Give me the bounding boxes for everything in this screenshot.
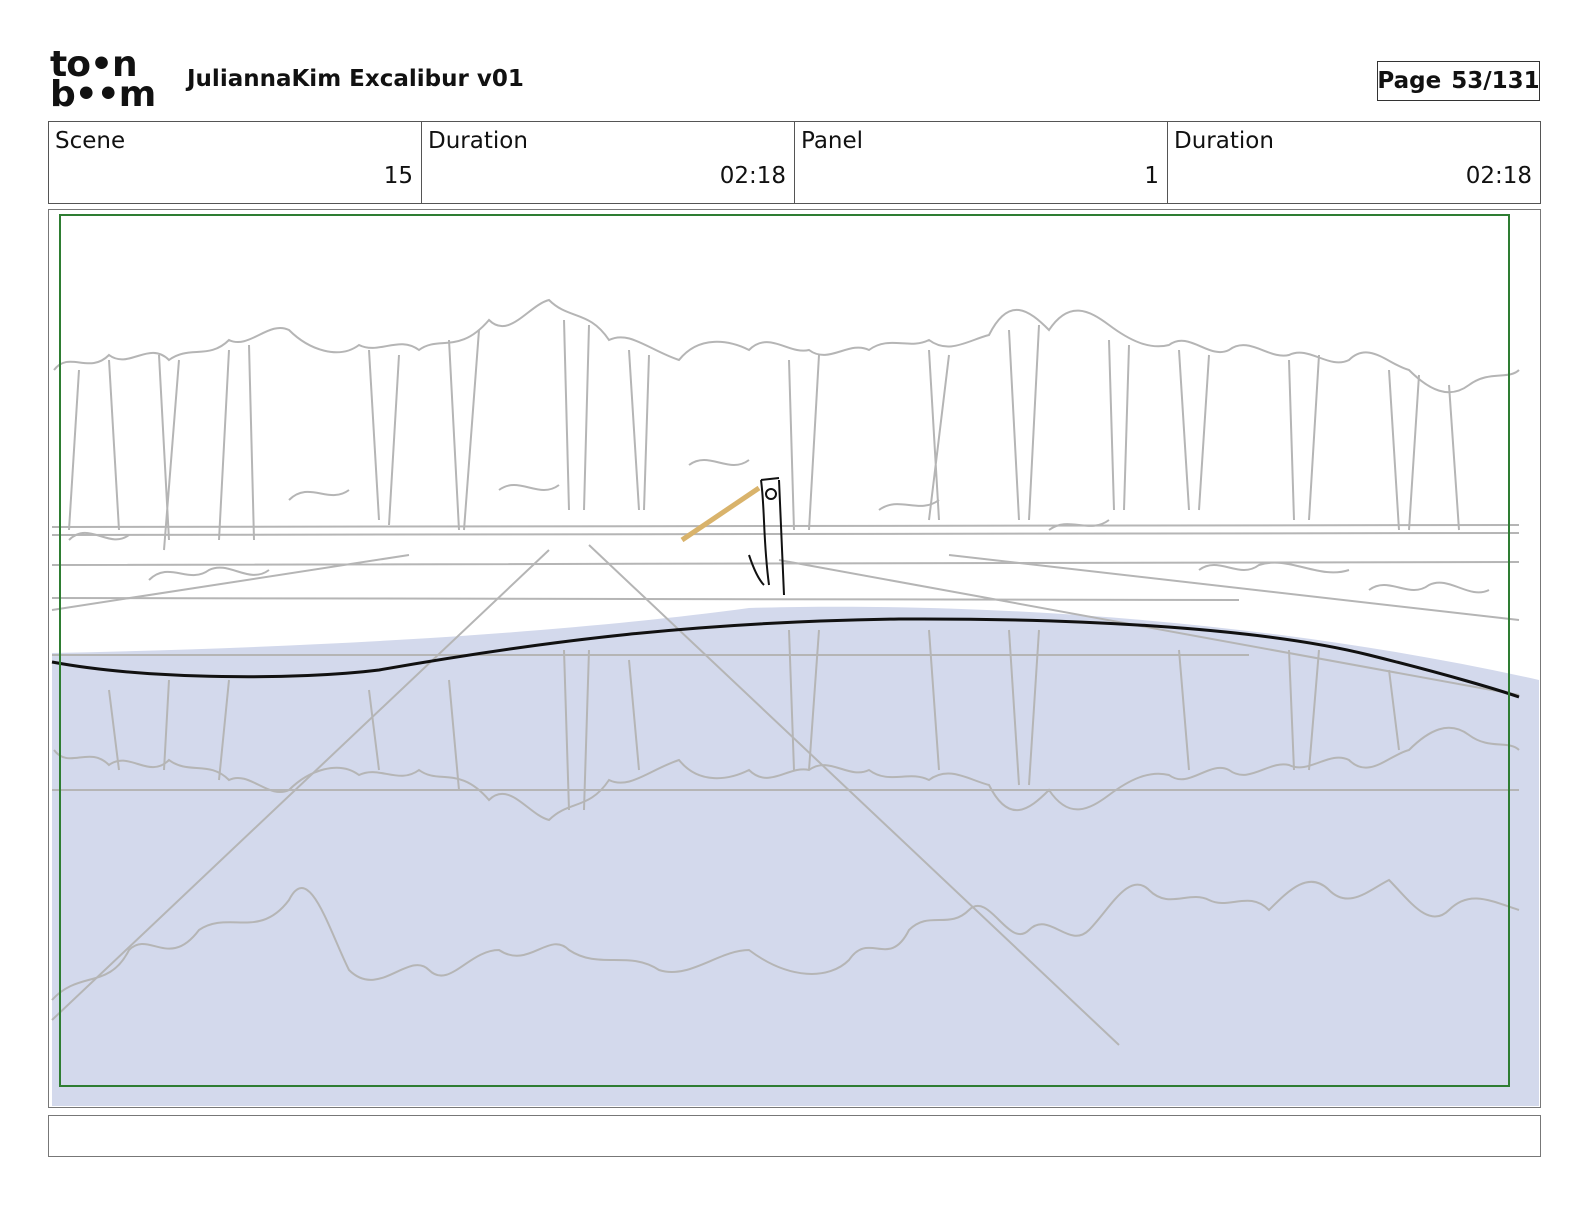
scene-duration-value: 02:18 xyxy=(719,163,786,189)
trunk-reflections xyxy=(108,629,1400,811)
document-title: JuliannaKim Excalibur v01 xyxy=(187,66,524,92)
character-figure xyxy=(748,477,785,596)
sword xyxy=(680,485,761,543)
panel-duration-label: Duration xyxy=(1174,128,1274,154)
panel-duration-value: 02:18 xyxy=(1465,163,1532,189)
logo-line1: to•n xyxy=(50,44,138,85)
panel-value: 1 xyxy=(1144,163,1159,189)
sketch-lines xyxy=(51,298,1520,1046)
panel-duration-cell: Duration 02:18 xyxy=(1168,122,1540,203)
far-reflection-ridge xyxy=(51,878,1520,1001)
panel-sketch xyxy=(51,214,1539,1106)
scene-value: 15 xyxy=(383,163,413,189)
page-label: Page xyxy=(1377,68,1442,94)
shoreline xyxy=(51,617,1520,699)
panel-info-row: Scene 15 Duration 02:18 Panel 1 Duration… xyxy=(48,121,1541,204)
panel-notes-box xyxy=(48,1115,1541,1157)
storyboard-panel xyxy=(48,209,1541,1108)
shrubs xyxy=(68,459,1490,594)
toonboom-logo: to•n b••m xyxy=(50,44,166,115)
tree-trunks xyxy=(68,319,1460,551)
scene-duration-cell: Duration 02:18 xyxy=(422,122,795,203)
panel-label: Panel xyxy=(801,128,864,154)
safe-frame xyxy=(59,214,1510,1087)
scene-duration-label: Duration xyxy=(428,128,528,154)
panel-cell: Panel 1 xyxy=(795,122,1168,203)
page-indicator: Page 53/131 xyxy=(1377,61,1540,101)
lake-water xyxy=(52,606,1539,1106)
page-value: 53/131 xyxy=(1451,68,1540,94)
scene-cell: Scene 15 xyxy=(49,122,422,203)
tree-reflection xyxy=(53,726,1520,822)
logo-line2: b••m xyxy=(50,74,156,115)
perspective-lines xyxy=(51,544,1520,1046)
tree-canopy xyxy=(53,298,1520,394)
scene-label: Scene xyxy=(55,128,126,154)
